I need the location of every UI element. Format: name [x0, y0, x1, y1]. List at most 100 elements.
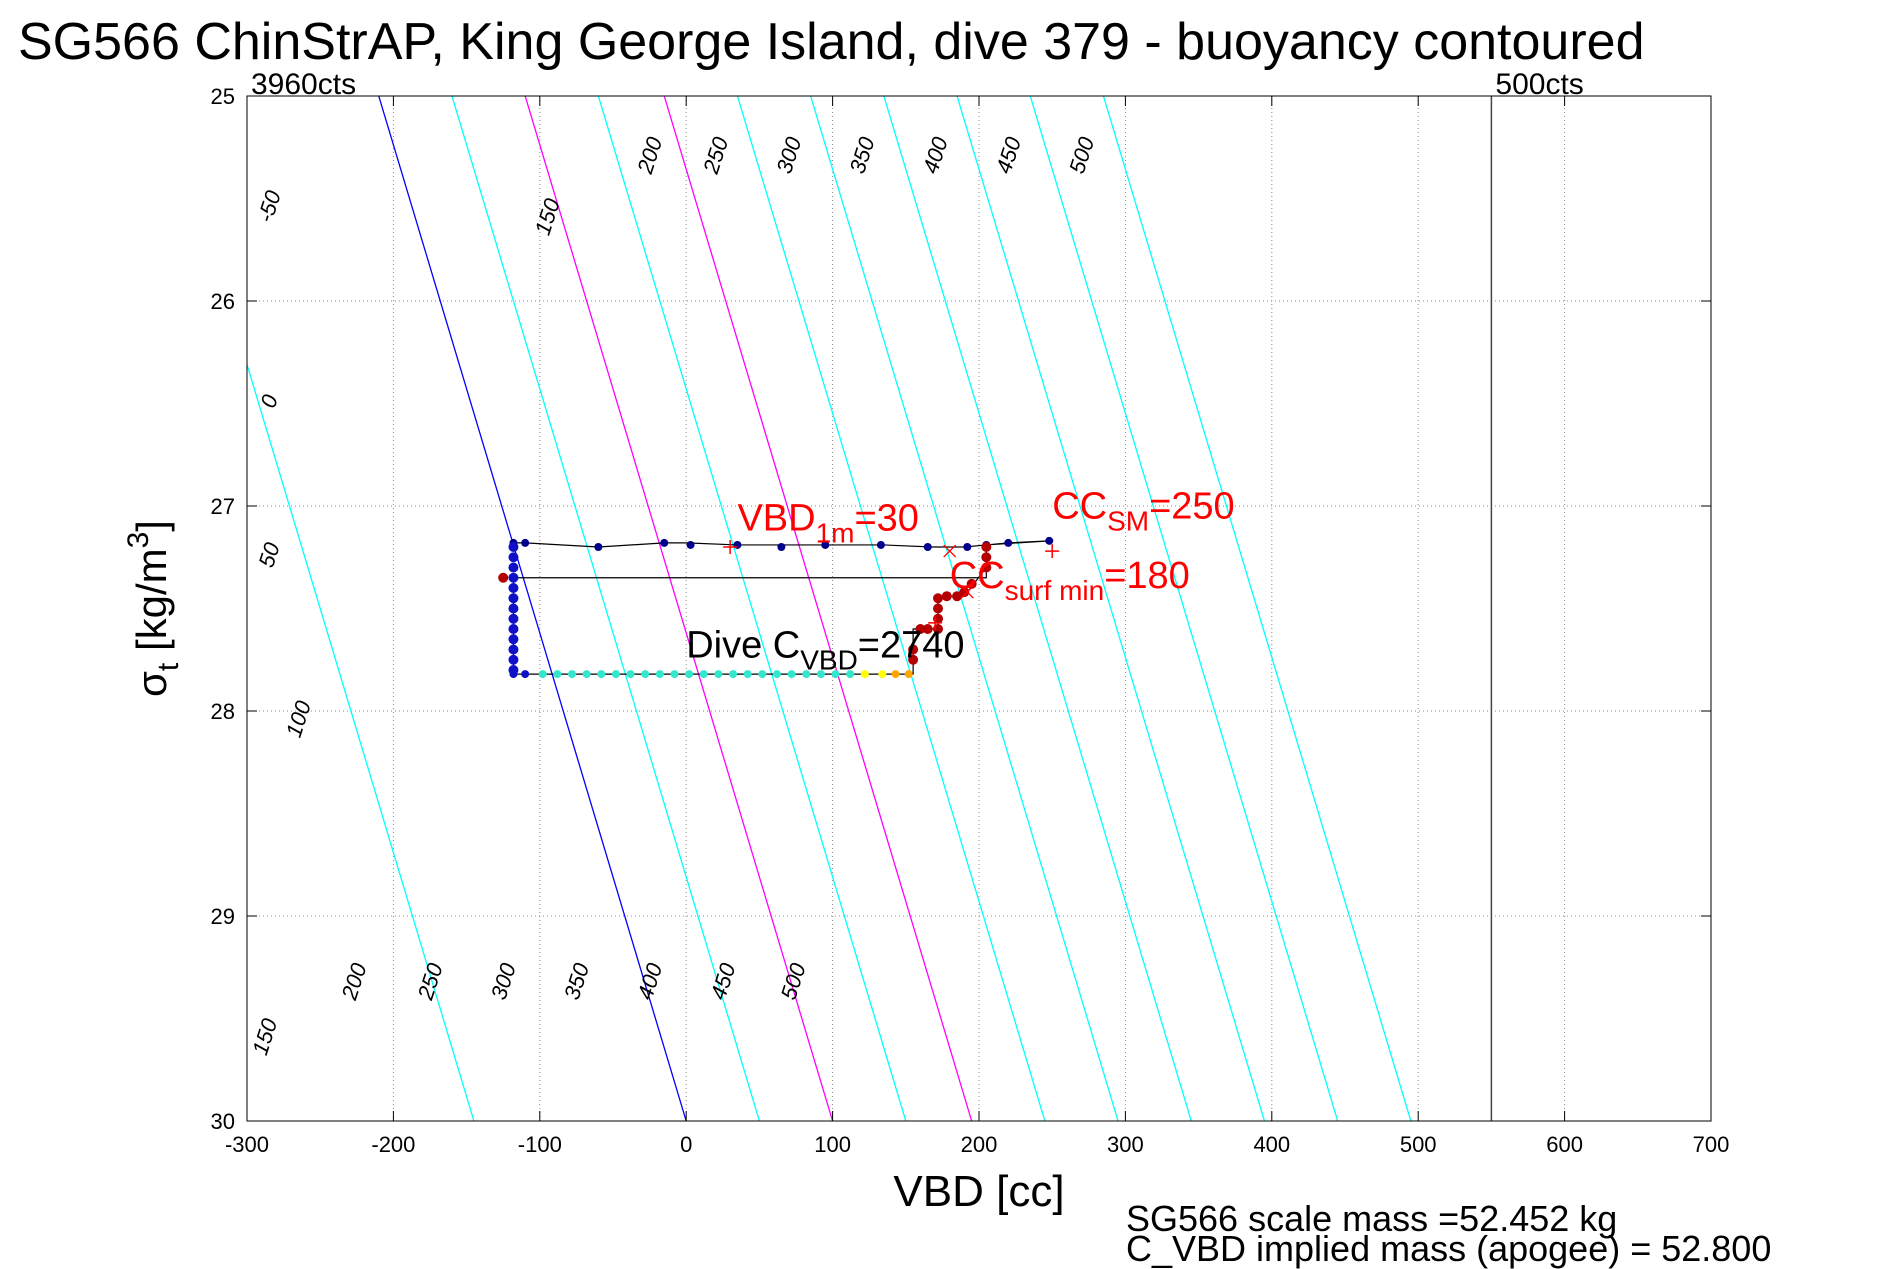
x-tick-label: 100: [814, 1132, 851, 1157]
x-marker: [960, 585, 974, 599]
data-point: [568, 670, 577, 679]
vbd-limit-lines: 3960cts 500cts: [251, 68, 1584, 1121]
contour-label: 500: [776, 959, 811, 1002]
contour-line: [524, 96, 834, 1121]
contour-label: 100: [281, 697, 316, 740]
data-point: [891, 670, 900, 679]
data-point: [655, 670, 664, 679]
data-point: [915, 624, 926, 634]
annotation-value: =250: [1149, 485, 1235, 527]
y-tick-label: 28: [211, 699, 235, 724]
implied-mass-note: C_VBD implied mass (apogee) = 52.800: [1126, 1228, 1772, 1269]
contour-label: 150: [247, 1015, 282, 1058]
data-point: [922, 624, 933, 634]
annotation-base: CC: [1052, 485, 1107, 527]
data-point: [685, 670, 694, 679]
annotation-sub: surf min: [1005, 575, 1105, 606]
contour-line: [1029, 96, 1339, 1121]
data-point: [966, 578, 977, 589]
y-tick-label: 26: [211, 289, 235, 314]
data-point: [787, 670, 796, 679]
annotation-value: =2740: [858, 625, 965, 667]
annotation-ccsm: CCSM=250: [1052, 485, 1234, 536]
data-point: [876, 540, 885, 549]
data-point: [959, 587, 970, 598]
data-point: [777, 543, 786, 551]
contour-label: 250: [412, 959, 448, 1003]
y-axis-label-sup: 3: [122, 532, 155, 549]
data-point: [981, 552, 992, 563]
data-point: [538, 670, 547, 679]
data-point: [846, 670, 855, 679]
data-point: [508, 613, 519, 624]
y-axis-label-base: σ: [128, 671, 175, 697]
contour-label: 350: [559, 959, 594, 1002]
data-point: [743, 670, 752, 679]
contour-label: 200: [336, 959, 372, 1003]
data-point: [699, 670, 708, 679]
plus-marker: [928, 615, 943, 630]
data-point: [772, 670, 781, 679]
contour-label: 300: [771, 133, 806, 176]
x-tick-label: 300: [1107, 1132, 1144, 1157]
x-tick-label: 0: [680, 1132, 692, 1157]
data-point: [878, 670, 887, 679]
x-tick-label: 500: [1400, 1132, 1437, 1157]
data-point: [508, 552, 519, 563]
annotation-ccsurf: CCsurf min=180: [950, 555, 1190, 606]
data-point: [981, 542, 992, 552]
data-point: [611, 670, 620, 679]
data-point: [981, 562, 992, 573]
contour-label: 400: [632, 959, 667, 1002]
x-tick-label: 600: [1546, 1132, 1583, 1157]
data-point: [963, 543, 972, 551]
contour-line: [1102, 96, 1412, 1121]
annotation-base: VBD: [737, 498, 815, 540]
data-point: [952, 591, 963, 602]
contour-line: [883, 96, 1192, 1121]
annotation-dive: Dive CVBD=2740: [686, 625, 964, 676]
contour-line: [378, 96, 687, 1121]
contour-lines: [247, 96, 1412, 1121]
data-point: [831, 670, 840, 679]
data-point: [508, 562, 519, 573]
data-point: [509, 670, 518, 679]
y-axis-label: σt [kg/m3]: [122, 520, 185, 697]
data-point: [816, 670, 825, 679]
annotation-sub: VBD: [800, 645, 858, 676]
annotation-vbd1m: VBD1m=30: [737, 498, 919, 549]
data-point: [521, 670, 530, 679]
y-axis-label-close: ]: [128, 520, 175, 532]
data-points: [498, 536, 1060, 679]
x-tick-label: -100: [518, 1132, 562, 1157]
contour-label: 350: [845, 133, 880, 176]
x-tick-label: -200: [371, 1132, 415, 1157]
contour-label: 250: [698, 133, 734, 177]
contour-label: -50: [252, 187, 286, 226]
plus-marker: [723, 540, 738, 554]
data-point: [758, 670, 767, 679]
y-axis-label-sub: t: [152, 662, 185, 671]
data-point: [1045, 536, 1054, 545]
contour-label: 50: [253, 539, 285, 571]
contour-label: 150: [530, 195, 565, 238]
data-point: [508, 593, 519, 604]
footer-notes: SG566 scale mass =52.452 kg C_VBD implie…: [1126, 1198, 1772, 1269]
plus-marker: [1045, 544, 1060, 559]
annotation-sub: SM: [1107, 505, 1149, 536]
contour-label: 450: [705, 959, 740, 1002]
data-point: [941, 591, 952, 602]
data-point: [508, 654, 519, 665]
x-tick-label: 400: [1253, 1132, 1290, 1157]
data-point: [904, 670, 913, 679]
contour-line: [736, 96, 1046, 1121]
contour-label: 450: [991, 133, 1026, 176]
contour-label: 500: [1064, 133, 1099, 176]
chart-title: SG566 ChinStrAP, King George Island, div…: [18, 13, 1645, 71]
y-tick-label: 30: [211, 1109, 235, 1134]
data-point: [553, 670, 562, 679]
scale-mass-note: SG566 scale mass =52.452 kg: [1126, 1198, 1618, 1239]
data-point: [660, 538, 669, 547]
data-point: [908, 644, 919, 655]
x-tick-label: 700: [1693, 1132, 1730, 1157]
